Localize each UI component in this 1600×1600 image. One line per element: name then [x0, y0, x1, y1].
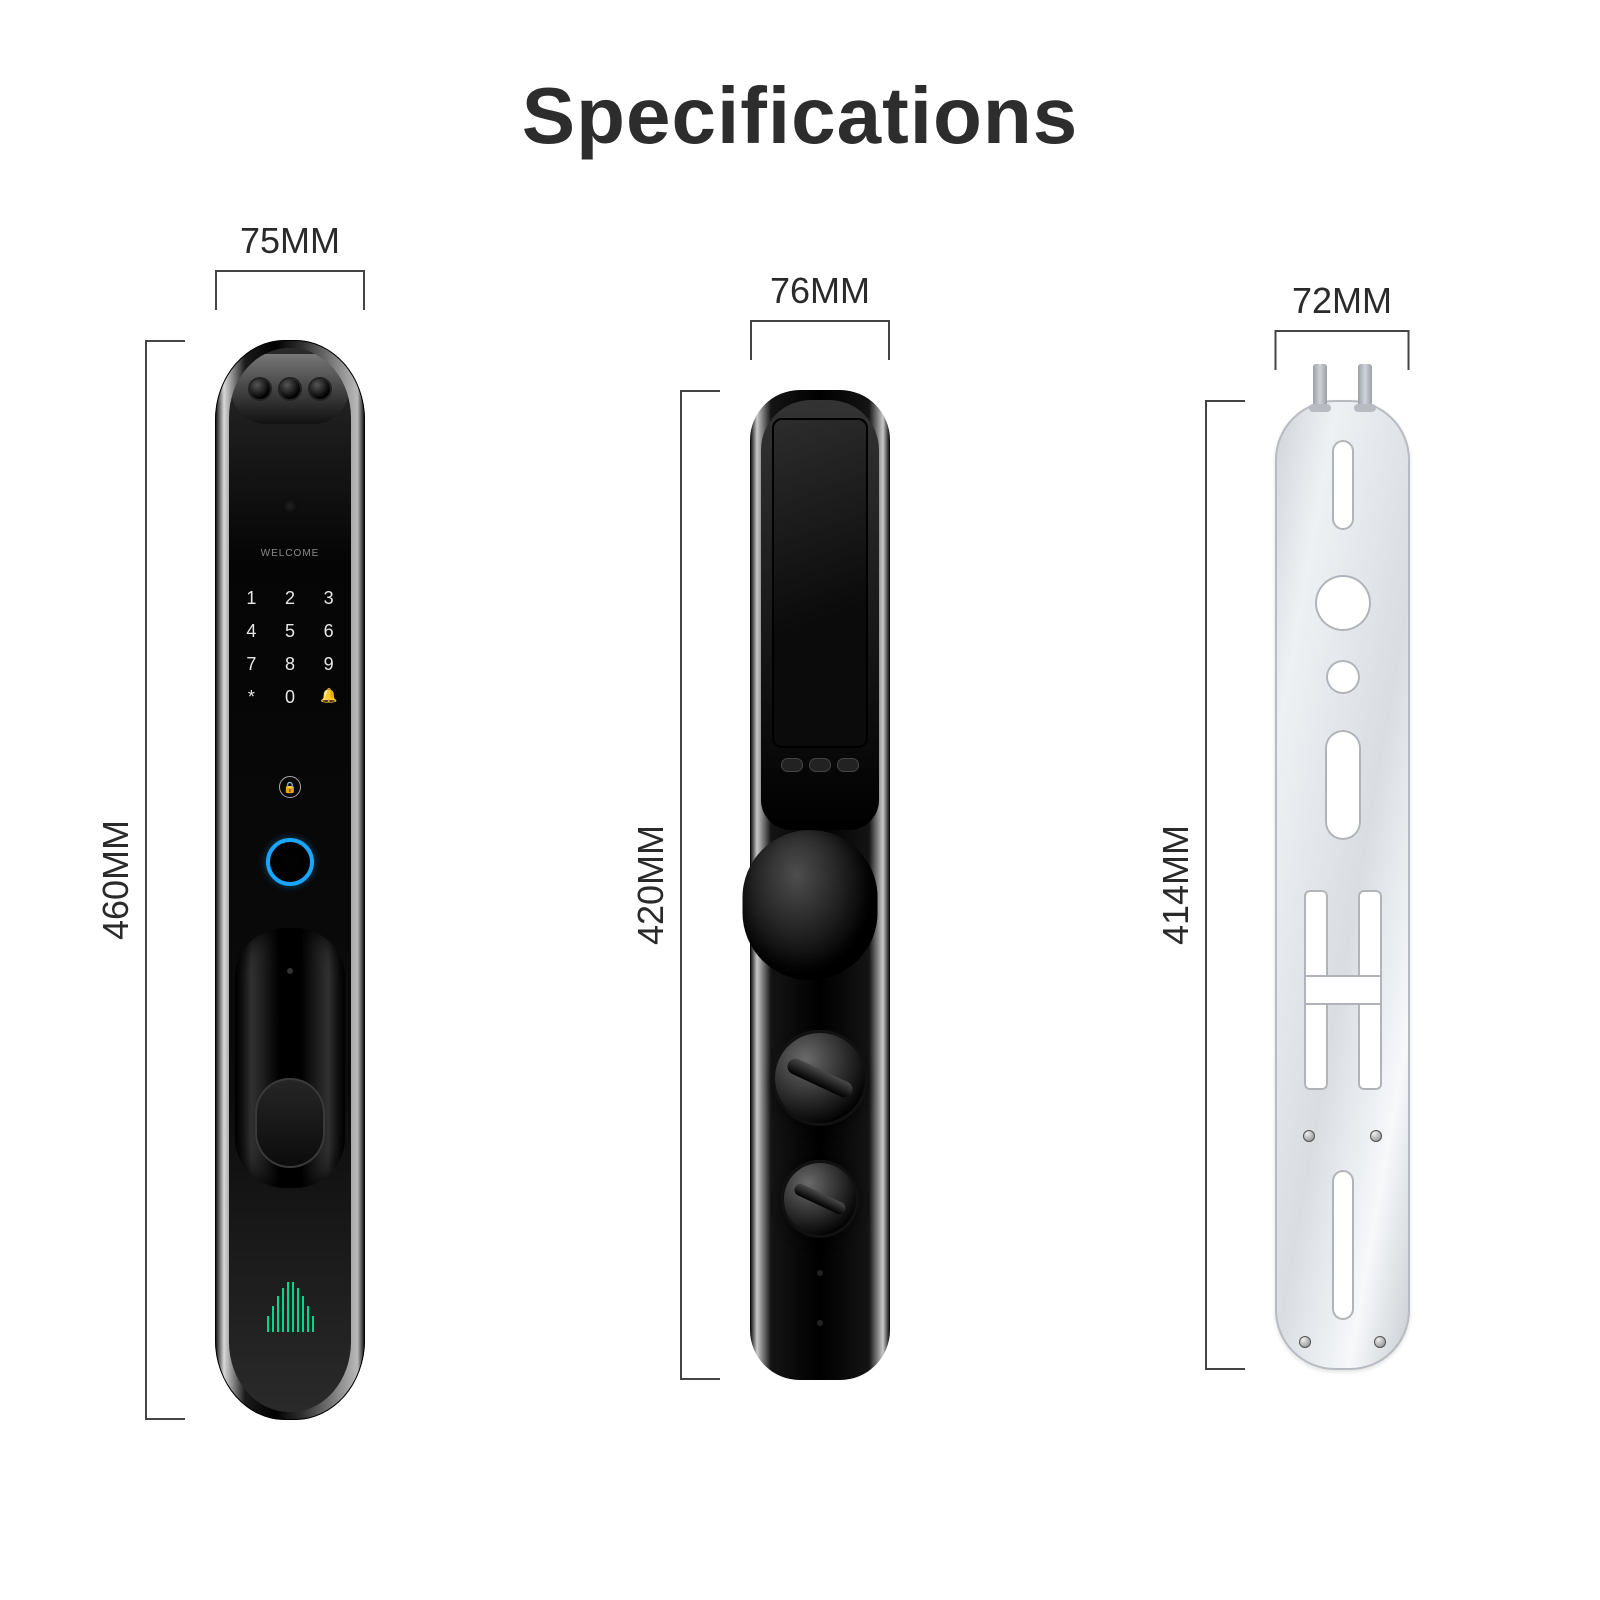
height-label: 414MM	[1155, 825, 1197, 945]
key-3: 3	[317, 588, 340, 609]
mic-hole-icon	[287, 968, 293, 974]
sensor-dot	[250, 379, 270, 399]
key-2: 2	[279, 588, 302, 609]
key-1: 1	[240, 588, 263, 609]
height-bracket	[1205, 400, 1245, 1370]
items-row: 75MM 460MM WEL	[0, 220, 1600, 1560]
welcome-text: WELCOME	[261, 548, 320, 559]
camera-icon	[282, 498, 298, 514]
screen-btn	[781, 758, 803, 772]
height-dimension: 414MM	[1155, 400, 1245, 1370]
mounting-stud	[1358, 364, 1372, 406]
key-bell-icon: 🔔	[317, 687, 340, 708]
screen-buttons	[761, 758, 879, 772]
h-cutout	[1304, 890, 1382, 1090]
fingerprint-ring-icon	[266, 838, 314, 886]
width-label: 72MM	[1275, 280, 1410, 322]
height-dimension: 460MM	[95, 340, 185, 1420]
mounting-plate-body	[1275, 400, 1410, 1370]
front-panel-body: WELCOME 1 2 3 4 5 6 7 8 9 * 0 🔔	[215, 340, 365, 1420]
height-bracket	[680, 390, 720, 1380]
hole-big	[1315, 575, 1371, 631]
height-label: 420MM	[630, 825, 672, 945]
sensor-dot	[310, 379, 330, 399]
key-star: *	[240, 687, 263, 708]
screw-hole	[1303, 1130, 1315, 1142]
key-5: 5	[279, 621, 302, 642]
height-label: 460MM	[95, 820, 137, 940]
turn-knob-large	[772, 1030, 868, 1126]
keypad: 1 2 3 4 5 6 7 8 9 * 0 🔔	[240, 588, 340, 708]
col-mounting-plate: 72MM 414MM	[1075, 220, 1575, 1520]
page-title: Specifications	[0, 0, 1600, 162]
width-label: 76MM	[750, 270, 890, 312]
turn-knob-small	[781, 1160, 859, 1238]
bottom-button-area	[255, 1078, 325, 1168]
face-sensor-pod	[231, 354, 349, 424]
screen-btn	[837, 758, 859, 772]
key-7: 7	[240, 654, 263, 675]
slot-top	[1332, 440, 1354, 530]
height-bracket	[145, 340, 185, 1420]
width-dimension: 75MM	[215, 220, 365, 310]
front-panel-inner: WELCOME 1 2 3 4 5 6 7 8 9 * 0 🔔	[229, 348, 351, 1412]
key-6: 6	[317, 621, 340, 642]
width-bracket	[1275, 330, 1410, 370]
width-dimension: 72MM	[1275, 280, 1410, 370]
sensor-dot	[280, 379, 300, 399]
hole-small	[1326, 660, 1360, 694]
display-screen	[772, 418, 868, 748]
slot-mid	[1325, 730, 1361, 840]
lock-icon: 🔒	[279, 776, 301, 798]
mounting-stud	[1313, 364, 1327, 406]
width-bracket	[750, 320, 890, 360]
key-0: 0	[279, 687, 302, 708]
key-8: 8	[279, 654, 302, 675]
screw-hole	[1299, 1336, 1311, 1348]
width-dimension: 76MM	[750, 270, 890, 360]
width-label: 75MM	[215, 220, 365, 262]
key-4: 4	[240, 621, 263, 642]
col-front-panel: 75MM 460MM WEL	[25, 220, 525, 1520]
led-strip	[260, 1282, 320, 1332]
back-panel-body	[750, 390, 890, 1380]
screw-hole	[1374, 1336, 1386, 1348]
thumb-grip	[743, 830, 878, 980]
pinhole-icon	[817, 1320, 823, 1326]
col-back-panel: 76MM 420MM	[550, 220, 1050, 1520]
slot-bottom	[1332, 1170, 1354, 1320]
screw-hole	[1370, 1130, 1382, 1142]
height-dimension: 420MM	[630, 390, 720, 1380]
pinhole-icon	[817, 1270, 823, 1276]
screen-btn	[809, 758, 831, 772]
specifications-page: Specifications 75MM 460MM	[0, 0, 1600, 1600]
screen-housing	[761, 400, 879, 830]
width-bracket	[215, 270, 365, 310]
key-9: 9	[317, 654, 340, 675]
